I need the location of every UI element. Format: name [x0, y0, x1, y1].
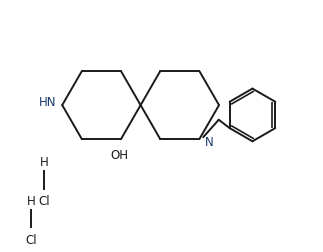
Text: HN: HN [39, 96, 57, 109]
Text: H: H [40, 156, 48, 169]
Text: N: N [205, 136, 214, 149]
Text: OH: OH [110, 149, 129, 162]
Text: H: H [27, 195, 36, 208]
Text: Cl: Cl [26, 234, 37, 247]
Text: Cl: Cl [38, 195, 50, 208]
